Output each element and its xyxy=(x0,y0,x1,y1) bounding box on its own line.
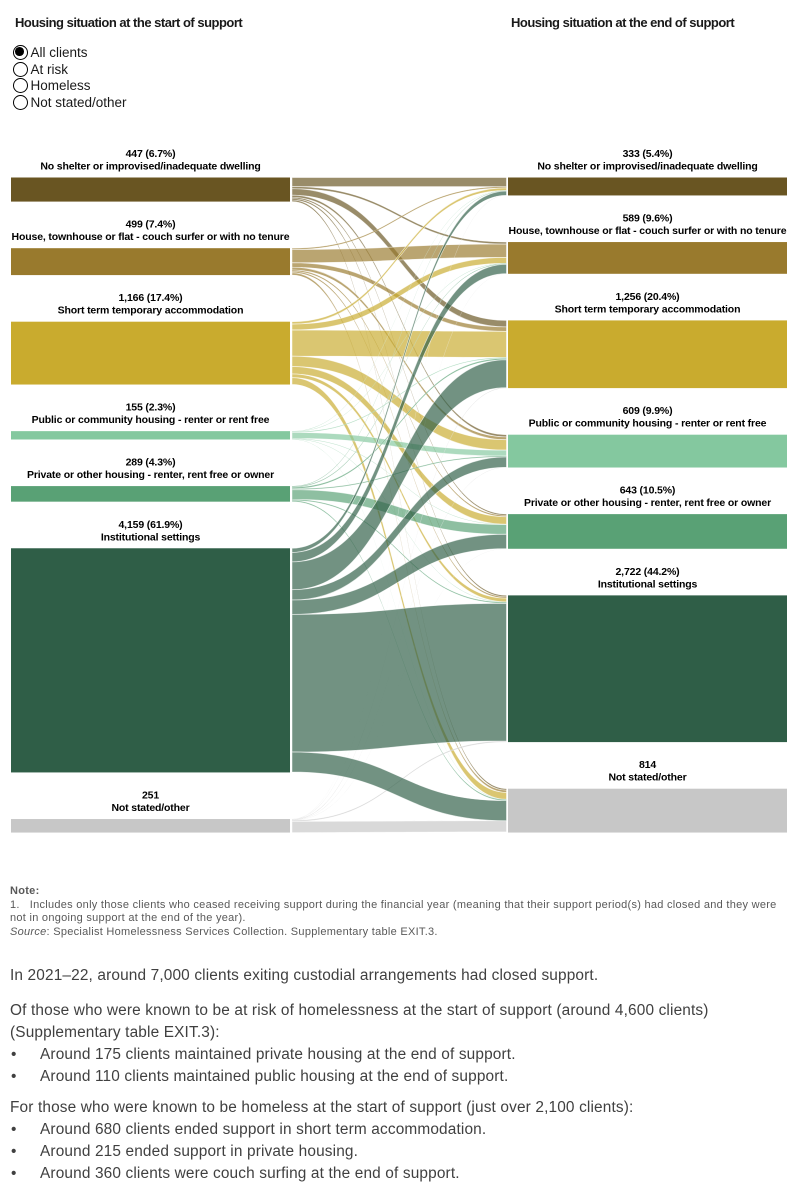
svg-text:2,722 (44.2%): 2,722 (44.2%) xyxy=(615,566,679,578)
svg-text:589 (9.6%): 589 (9.6%) xyxy=(623,213,673,225)
svg-text:No shelter or improvised/inade: No shelter or improvised/inadequate dwel… xyxy=(40,161,260,173)
svg-text:609 (9.9%): 609 (9.9%) xyxy=(623,405,673,417)
svg-text:Private or other housing - ren: Private or other housing - renter, rent … xyxy=(27,469,274,481)
svg-text:House, townhouse or flat - cou: House, townhouse or flat - couch surfer … xyxy=(12,231,290,243)
svg-text:House, townhouse or flat - cou: House, townhouse or flat - couch surfer … xyxy=(509,225,787,237)
svg-text:1,256 (20.4%): 1,256 (20.4%) xyxy=(615,291,679,303)
svg-text:Not stated/other: Not stated/other xyxy=(111,802,189,814)
svg-text:289 (4.3%): 289 (4.3%) xyxy=(126,457,176,469)
svg-text:155 (2.3%): 155 (2.3%) xyxy=(126,402,176,414)
svg-text:Short term temporary accommoda: Short term temporary accommodation xyxy=(58,305,244,317)
svg-text:Public or community housing -: Public or community housing - renter or … xyxy=(32,414,270,426)
svg-text:814: 814 xyxy=(639,759,656,771)
svg-text:447 (6.7%): 447 (6.7%) xyxy=(126,148,176,160)
svg-text:Public or community housing -: Public or community housing - renter or … xyxy=(529,418,767,430)
svg-text:499 (7.4%): 499 (7.4%) xyxy=(126,219,176,231)
svg-text:Not stated/other: Not stated/other xyxy=(608,772,686,784)
svg-text:4,159 (61.9%): 4,159 (61.9%) xyxy=(118,519,182,531)
svg-text:643 (10.5%): 643 (10.5%) xyxy=(620,485,676,497)
svg-text:Private or other housing - ren: Private or other housing - renter, rent … xyxy=(524,497,771,509)
svg-text:Institutional settings: Institutional settings xyxy=(598,578,698,590)
svg-text:333 (5.4%): 333 (5.4%) xyxy=(623,148,673,160)
svg-text:Institutional settings: Institutional settings xyxy=(101,531,201,543)
svg-text:No shelter or improvised/inade: No shelter or improvised/inadequate dwel… xyxy=(537,161,757,173)
svg-text:1,166 (17.4%): 1,166 (17.4%) xyxy=(118,292,182,304)
svg-text:Short term temporary accommoda: Short term temporary accommodation xyxy=(555,303,741,315)
svg-text:251: 251 xyxy=(142,790,159,802)
